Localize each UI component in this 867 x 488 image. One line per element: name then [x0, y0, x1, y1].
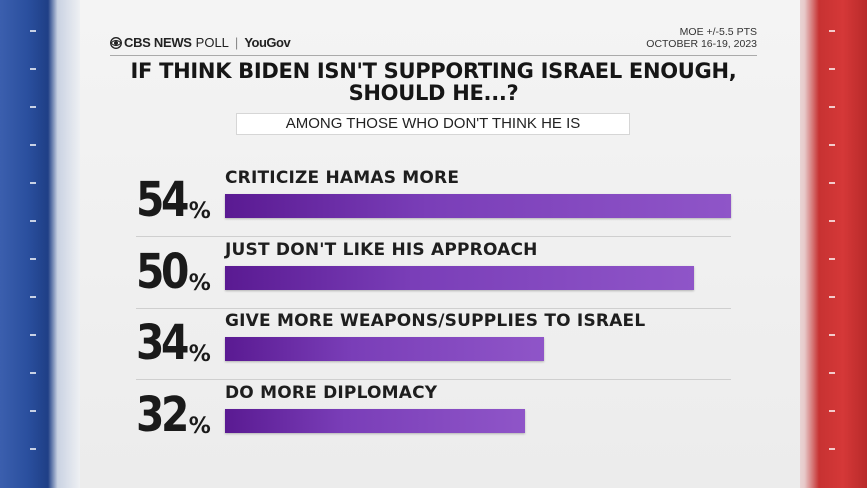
- percent-sign: %: [188, 270, 211, 296]
- brand-logo: CBS NEWS POLL | YouGov: [110, 35, 291, 50]
- bar: [225, 408, 525, 433]
- flag-dash: [30, 410, 36, 412]
- category-label: GIVE MORE WEAPONS/SUPPLIES TO ISRAEL: [225, 311, 646, 331]
- bar-row: 34% GIVE MORE WEAPONS/SUPPLIES TO ISRAEL: [136, 309, 731, 381]
- flag-dash: [829, 410, 835, 412]
- chart-title-line-2: SHOULD HE...?: [348, 81, 519, 105]
- value-number: 54: [136, 172, 189, 228]
- flag-dash: [30, 296, 36, 298]
- right-flag-stripe: [787, 0, 867, 488]
- brand-poll: POLL: [195, 35, 229, 50]
- category-label: CRITICIZE HAMAS MORE: [225, 168, 460, 188]
- chart-title: IF THINK BIDEN ISN'T SUPPORTING ISRAEL E…: [82, 60, 785, 104]
- flag-dash: [829, 106, 835, 108]
- percent-sign: %: [188, 199, 211, 224]
- bar: [225, 194, 731, 218]
- left-flag-stripe: [0, 0, 80, 488]
- flag-dash: [30, 334, 36, 336]
- flag-dash: [30, 220, 36, 222]
- flag-dash: [829, 334, 835, 336]
- value-label: 54%: [136, 174, 224, 226]
- flag-dash: [30, 106, 36, 108]
- chart-panel: [80, 0, 800, 488]
- brand-separator: |: [234, 35, 239, 50]
- header-rule: [110, 55, 757, 56]
- row-divider: [136, 379, 731, 380]
- row-divider: [136, 236, 731, 237]
- chart-subtitle: AMONG THOSE WHO DON'T THINK HE IS: [236, 113, 630, 135]
- value-number: 50: [136, 243, 189, 300]
- cbs-eye-icon: [110, 36, 122, 49]
- flag-dash: [30, 448, 36, 450]
- percent-sign: %: [188, 342, 211, 367]
- bar: [225, 337, 544, 361]
- flag-dash: [30, 182, 36, 184]
- flag-dash: [829, 372, 835, 374]
- flag-dash: [829, 30, 835, 32]
- value-label: 34%: [136, 317, 224, 369]
- bar-row: 32% DO MORE DIPLOMACY: [136, 381, 731, 453]
- flag-dash: [829, 182, 835, 184]
- value-label: 32%: [136, 389, 224, 441]
- chart-title-line-1: IF THINK BIDEN ISN'T SUPPORTING ISRAEL E…: [130, 59, 737, 83]
- flag-dash: [829, 296, 835, 298]
- flag-dash: [30, 144, 36, 146]
- flag-dash: [30, 372, 36, 374]
- brand-yougov: YouGov: [244, 35, 291, 50]
- flag-dash: [829, 144, 835, 146]
- category-label: JUST DON'T LIKE HIS APPROACH: [225, 239, 538, 260]
- value-number: 34: [136, 315, 189, 371]
- brand-cbs-news: CBS NEWS: [124, 35, 192, 50]
- row-divider: [136, 307, 731, 309]
- percent-sign: %: [188, 413, 211, 439]
- poll-meta: MOE +/-5.5 PTS OCTOBER 16-19, 2023: [646, 26, 757, 50]
- flag-dash: [30, 258, 36, 260]
- flag-dash: [829, 448, 835, 450]
- bar-row: 54% CRITICIZE HAMAS MORE: [136, 166, 731, 238]
- flag-dash: [829, 220, 835, 222]
- flag-dash: [30, 68, 36, 70]
- flag-dash: [829, 68, 835, 70]
- margin-of-error: MOE +/-5.5 PTS: [679, 26, 757, 38]
- value-number: 32: [136, 386, 189, 443]
- bar-row: 50% JUST DON'T LIKE HIS APPROACH: [136, 238, 731, 310]
- poll-dates: OCTOBER 16-19, 2023: [646, 38, 757, 50]
- category-label: DO MORE DIPLOMACY: [225, 382, 438, 403]
- bar: [225, 265, 694, 290]
- flag-dash: [829, 258, 835, 260]
- flag-dash: [30, 30, 36, 32]
- value-label: 50%: [136, 246, 224, 298]
